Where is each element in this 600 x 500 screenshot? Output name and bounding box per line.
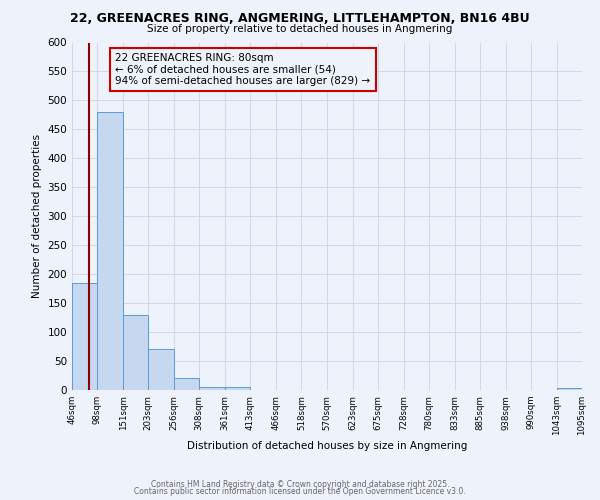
Text: 22, GREENACRES RING, ANGMERING, LITTLEHAMPTON, BN16 4BU: 22, GREENACRES RING, ANGMERING, LITTLEHA… — [70, 12, 530, 26]
X-axis label: Distribution of detached houses by size in Angmering: Distribution of detached houses by size … — [187, 441, 467, 451]
Bar — [148, 350, 174, 390]
Y-axis label: Number of detached properties: Number of detached properties — [32, 134, 42, 298]
Bar — [72, 283, 97, 390]
Bar — [174, 378, 199, 390]
Bar — [225, 387, 250, 390]
Bar — [557, 388, 582, 390]
Text: Contains HM Land Registry data © Crown copyright and database right 2025.: Contains HM Land Registry data © Crown c… — [151, 480, 449, 489]
Text: Contains public sector information licensed under the Open Government Licence v3: Contains public sector information licen… — [134, 487, 466, 496]
Bar — [123, 314, 148, 390]
Bar — [199, 387, 225, 390]
Text: Size of property relative to detached houses in Angmering: Size of property relative to detached ho… — [148, 24, 452, 34]
Bar — [97, 112, 123, 390]
Text: 22 GREENACRES RING: 80sqm
← 6% of detached houses are smaller (54)
94% of semi-d: 22 GREENACRES RING: 80sqm ← 6% of detach… — [115, 53, 370, 86]
